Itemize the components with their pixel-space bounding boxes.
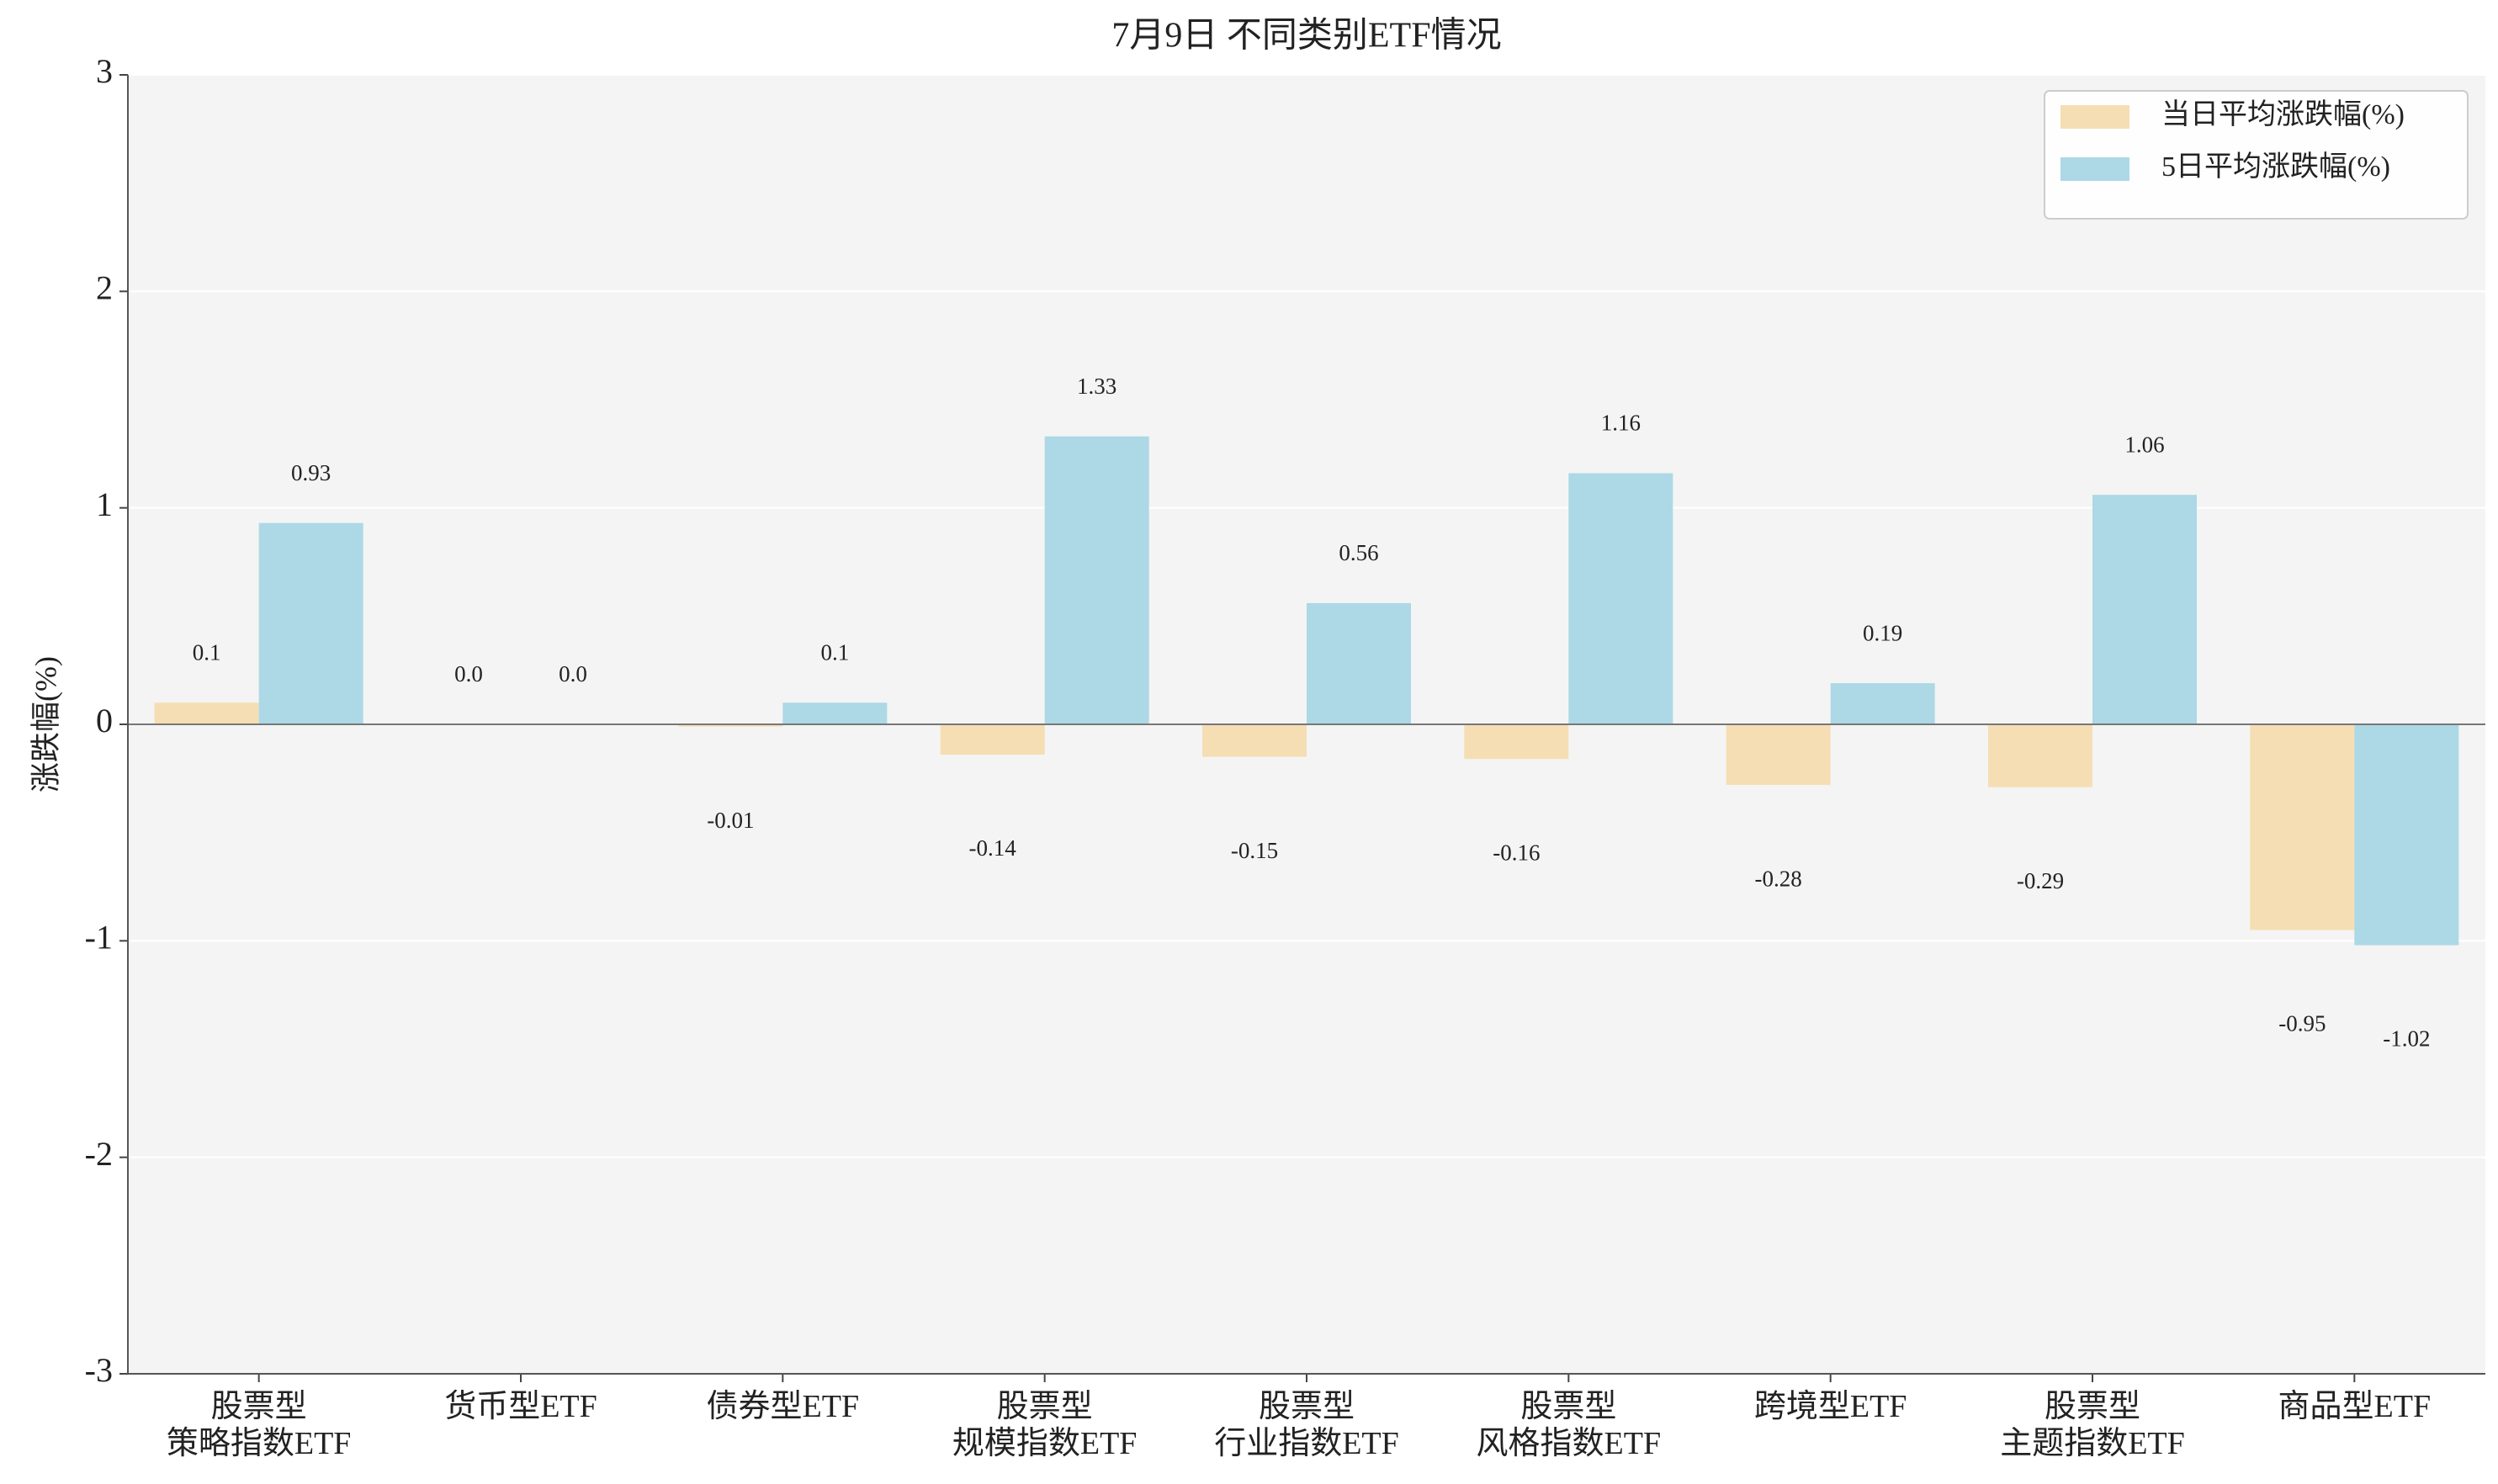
value-label: 0.0: [454, 661, 483, 686]
bar: [2354, 724, 2459, 946]
bar: [1202, 724, 1307, 757]
y-tick-label: 0: [96, 702, 113, 739]
bar: [1988, 724, 2092, 787]
legend-label: 5日平均涨跌幅(%): [2161, 151, 2390, 183]
x-tick-label: 股票型策略指数ETF: [167, 1389, 352, 1461]
value-label: -0.14: [969, 835, 1017, 861]
legend-swatch: [2060, 157, 2129, 181]
value-label: 0.1: [820, 639, 849, 665]
bar: [2250, 724, 2355, 930]
bar: [678, 724, 783, 727]
bar: [782, 702, 888, 724]
value-label: 0.0: [559, 661, 587, 686]
x-tick-label: 股票型规模指数ETF: [952, 1389, 1138, 1461]
value-label: -1.02: [2383, 1026, 2430, 1052]
bar: [1044, 436, 1149, 724]
y-tick-label: -3: [85, 1351, 113, 1389]
bar: [1830, 683, 1935, 724]
bar: [258, 522, 363, 724]
x-tick-label: 股票型主题指数ETF: [2000, 1389, 2185, 1461]
value-label: 1.16: [1601, 411, 1641, 436]
value-label: 1.06: [2124, 432, 2164, 457]
bar: [1568, 473, 1673, 724]
bar: [1726, 724, 1831, 786]
value-label: -0.15: [1231, 838, 1278, 863]
x-tick-label: 股票型行业指数ETF: [1214, 1389, 1399, 1461]
value-label: 0.1: [193, 639, 221, 665]
value-label: 0.19: [1863, 620, 1902, 645]
value-label: -0.16: [1493, 840, 1540, 865]
x-tick-label: 债券型ETF: [707, 1389, 860, 1424]
x-tick-label: 股票型风格指数ETF: [1477, 1389, 1662, 1461]
value-label: -0.01: [707, 808, 754, 833]
bar: [1464, 724, 1569, 760]
x-tick-label: 商品型ETF: [2278, 1389, 2432, 1424]
y-tick-label: 2: [96, 269, 113, 307]
bar: [2092, 495, 2197, 724]
bar: [1307, 602, 1411, 724]
value-label: -0.29: [2017, 868, 2064, 893]
value-label: -0.95: [2278, 1011, 2326, 1036]
y-tick-label: 3: [96, 52, 113, 90]
y-tick-label: -1: [85, 919, 113, 957]
bar: [940, 724, 1045, 755]
chart-title: 7月9日 不同类别ETF情况: [1111, 17, 1501, 56]
y-tick-label: 1: [96, 485, 113, 523]
x-tick-label: 跨境型ETF: [1754, 1389, 1907, 1424]
value-label: 1.33: [1077, 374, 1116, 399]
value-label: -0.28: [1755, 866, 1802, 891]
y-axis-label: 涨跌幅(%): [29, 656, 62, 792]
y-tick-label: -2: [85, 1135, 113, 1173]
x-tick-label: 货币型ETF: [444, 1389, 597, 1424]
legend-label: 当日平均涨跌幅(%): [2161, 98, 2405, 130]
bar: [154, 702, 259, 724]
value-label: 0.93: [291, 460, 331, 485]
value-label: 0.56: [1339, 540, 1378, 565]
legend-box: [2044, 90, 2469, 220]
legend-swatch: [2060, 105, 2129, 129]
